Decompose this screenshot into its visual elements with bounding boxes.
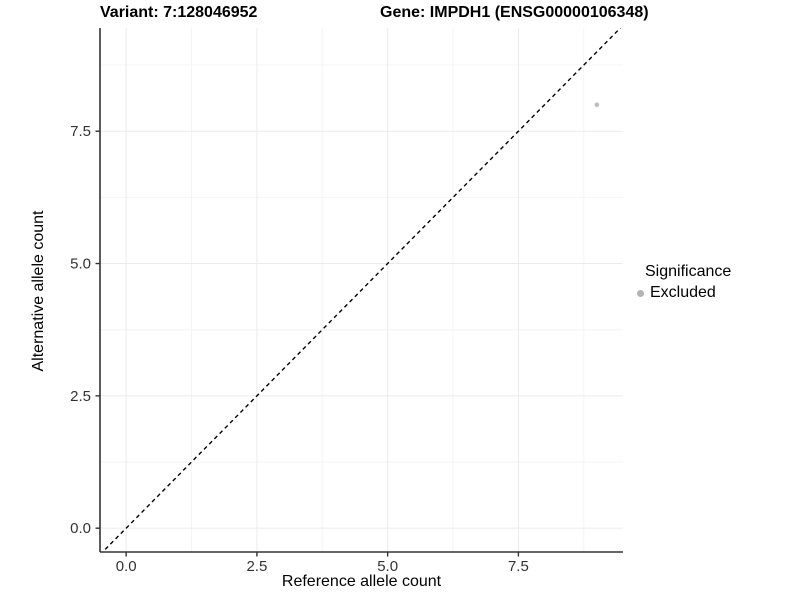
y-tick-label: 2.5: [70, 388, 91, 405]
y-tick-label: 7.5: [70, 123, 91, 140]
legend-point-icon: [637, 289, 644, 297]
legend-title: Significance: [645, 263, 732, 280]
identity-line: [101, 28, 622, 552]
legend: Significance Excluded: [632, 263, 797, 302]
x-tick-label: 2.5: [246, 558, 267, 575]
y-tick-label: 5.0: [70, 256, 91, 273]
y-tick-label: 0.0: [70, 520, 91, 537]
x-tick-label: 5.0: [377, 558, 398, 575]
legend-entry: Excluded: [632, 284, 797, 302]
gene-title: Gene: IMPDH1 (ENSG00000106348): [380, 4, 649, 21]
data-point: [594, 102, 600, 108]
variant-title: Variant: 7:128046952: [100, 4, 258, 21]
x-tick-label: 7.5: [508, 558, 529, 575]
y-axis-label: Alternative allele count: [30, 210, 47, 372]
legend-entry-label: Excluded: [650, 284, 716, 301]
x-axis-label: Reference allele count: [281, 573, 442, 590]
x-tick-label: 0.0: [116, 558, 137, 575]
